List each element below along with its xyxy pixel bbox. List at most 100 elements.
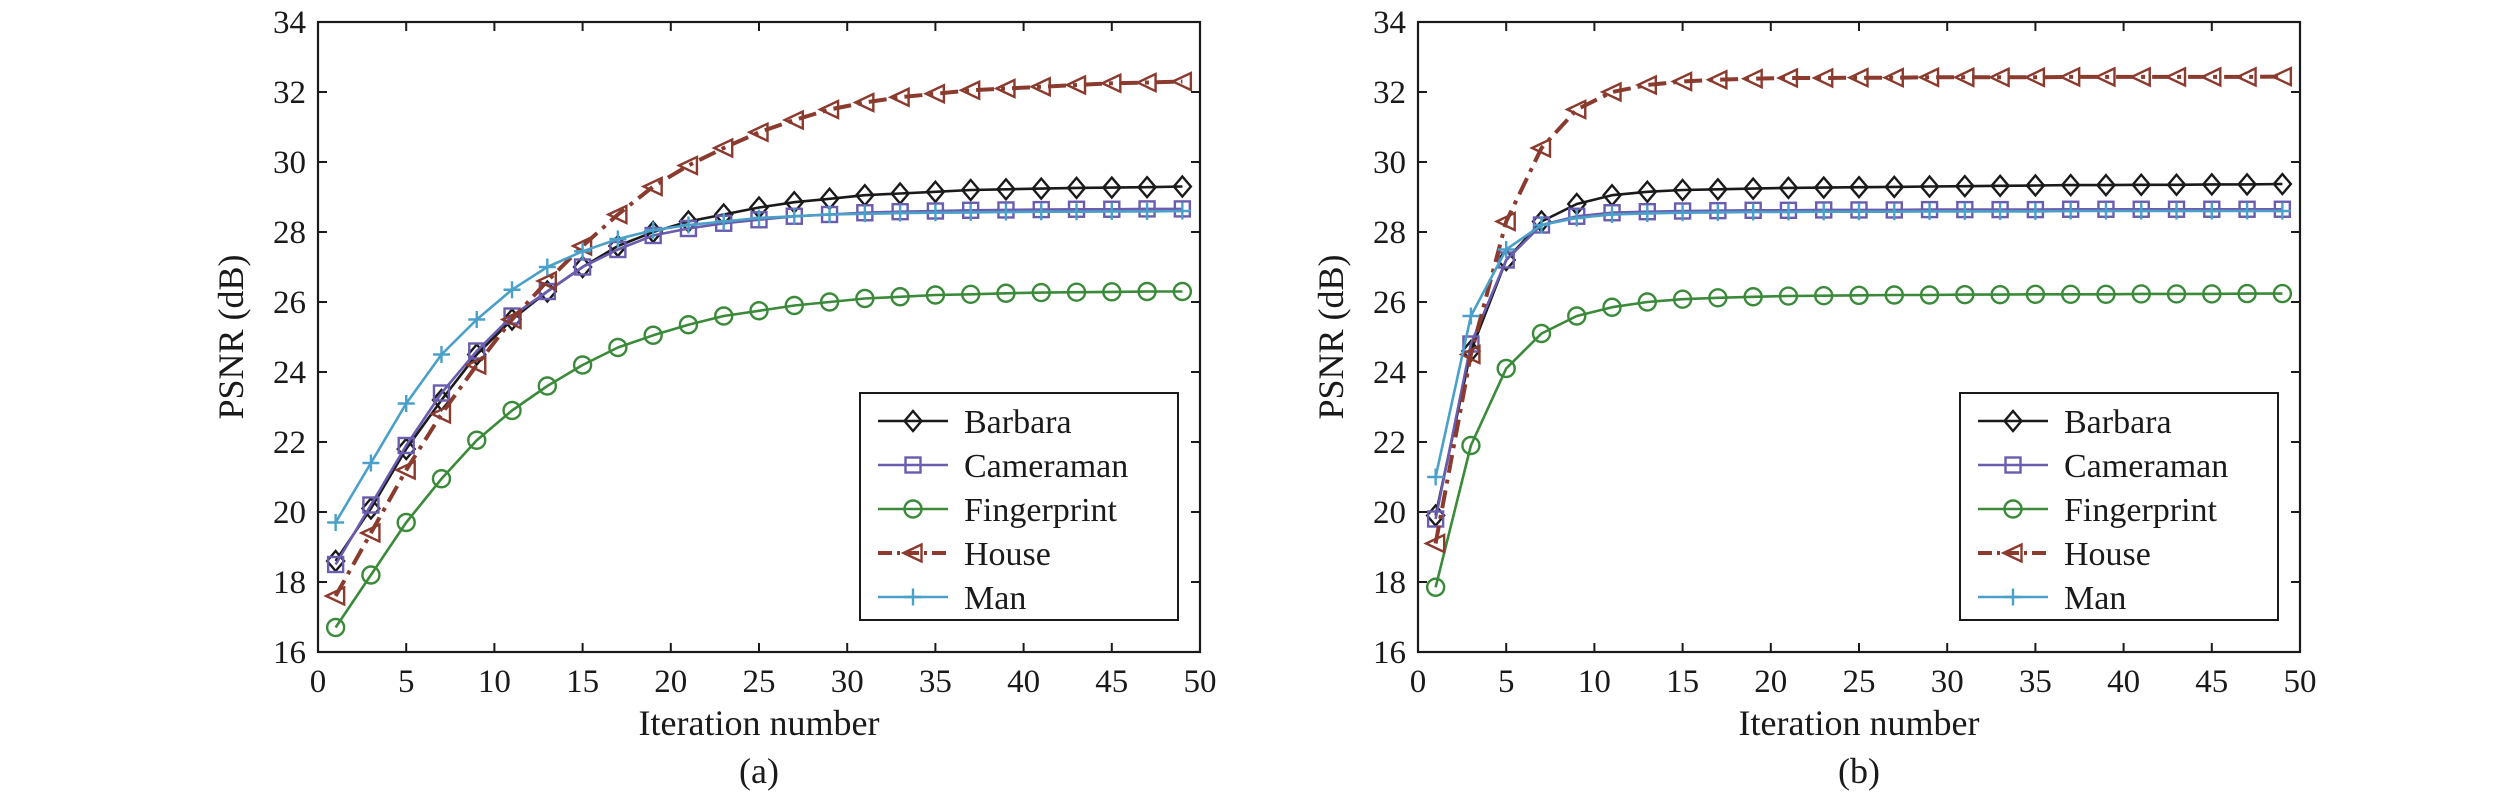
x-tick-label: 15 [566, 664, 599, 700]
data-point [1458, 344, 1481, 365]
data-point [1635, 74, 1658, 96]
y-tick-label: 24 [1373, 355, 1406, 391]
data-point [361, 565, 381, 585]
data-point [572, 355, 593, 375]
y-tick-label: 32 [1373, 75, 1406, 111]
data-point [1956, 202, 1974, 220]
legend-entry-house: House [1978, 536, 2151, 573]
x-tick-label: 40 [1007, 664, 1040, 700]
data-point [1955, 284, 1975, 305]
data-point [1884, 174, 1905, 199]
data-point [676, 155, 699, 176]
data-point [1637, 179, 1658, 204]
data-point [1778, 176, 1799, 200]
data-point [503, 281, 521, 299]
y-tick-label: 16 [273, 635, 306, 671]
data-point [2058, 66, 2081, 88]
data-point [1849, 285, 1869, 306]
data-point [466, 342, 487, 367]
legend-marker [2000, 542, 2023, 564]
data-point [2166, 284, 2187, 304]
data-point [431, 469, 452, 489]
legend: Barbara Cameraman Fingerprint House Man [859, 392, 1179, 621]
data-point [1672, 289, 1693, 309]
data-point [1778, 286, 1799, 306]
data-point [962, 203, 980, 221]
legend-entry-house: House [878, 536, 1051, 573]
data-point [1172, 281, 1193, 302]
y-tick-label: 18 [273, 565, 306, 601]
legend-marker [2004, 456, 2022, 474]
data-point [538, 258, 556, 276]
data-point [1532, 216, 1550, 234]
data-point [1567, 306, 1587, 326]
data-point [396, 512, 416, 533]
data-point [2026, 202, 2044, 220]
data-point [326, 555, 345, 574]
data-point [2199, 66, 2222, 88]
data-point [432, 346, 450, 363]
data-point [1740, 68, 1763, 90]
data-point [960, 178, 981, 202]
y-tick-label: 22 [1373, 425, 1406, 461]
data-point [1991, 202, 2009, 220]
x-tick-label: 35 [919, 664, 952, 700]
data-point [993, 78, 1016, 99]
data-point [362, 496, 380, 514]
y-tick-label: 16 [1373, 635, 1406, 671]
x-tick-label: 30 [831, 664, 864, 700]
data-point [2203, 202, 2221, 220]
legend-label: Man [964, 580, 1026, 617]
data-point [1425, 577, 1446, 597]
legend-label: Barbara [964, 404, 1072, 441]
legend-entry-man: Man [878, 580, 1026, 617]
data-point [926, 204, 944, 222]
x-tick-label: 50 [1184, 664, 1217, 700]
data-point [784, 295, 804, 316]
data-point [1743, 176, 1764, 201]
data-point [2270, 66, 2293, 87]
data-point [2131, 172, 2152, 197]
legend-marker [2002, 409, 2024, 433]
panel-a: 0 5 10 15 20 25 30 35 40 45 50 16 18 20 22 24 26 28 30 32 34… [211, 5, 1217, 791]
data-point [819, 292, 840, 312]
data-point [1776, 67, 1799, 89]
data-point [432, 384, 451, 402]
legend-label: Fingerprint [2064, 492, 2218, 529]
data-point [2202, 284, 2222, 304]
data-point [2132, 202, 2150, 220]
data-point [821, 206, 839, 223]
data-point [856, 205, 874, 223]
y-tick-label: 30 [273, 145, 306, 181]
data-point [358, 522, 381, 544]
legend-label: House [2064, 536, 2151, 573]
y-tick-label: 26 [1373, 285, 1406, 321]
data-point [855, 288, 875, 309]
legend-label: Fingerprint [964, 492, 1118, 529]
data-point [958, 79, 981, 101]
data-point [1708, 288, 1728, 308]
x-tick-label: 45 [2195, 664, 2228, 700]
data-point [1170, 71, 1193, 92]
data-point [2237, 283, 2257, 304]
data-point [678, 315, 699, 335]
legend-entry-barbara: Barbara [878, 404, 1072, 441]
series-man [327, 202, 1191, 531]
data-point [750, 209, 768, 227]
x-tick-label: 5 [1498, 664, 1515, 700]
data-point [1102, 282, 1122, 302]
x-tick-label: 35 [2019, 664, 2052, 700]
legend-label: House [964, 536, 1051, 573]
data-point [1173, 202, 1191, 220]
data-point [574, 242, 592, 260]
data-point [1846, 67, 1869, 89]
data-point [468, 342, 486, 360]
series-fingerprint [1425, 283, 2293, 597]
legend-entry-barbara: Barbara [1978, 404, 2172, 441]
data-point [679, 216, 697, 234]
data-point [2234, 66, 2257, 88]
data-point [1427, 468, 1445, 486]
legend-marker [2004, 588, 2022, 606]
data-point [2062, 202, 2080, 220]
